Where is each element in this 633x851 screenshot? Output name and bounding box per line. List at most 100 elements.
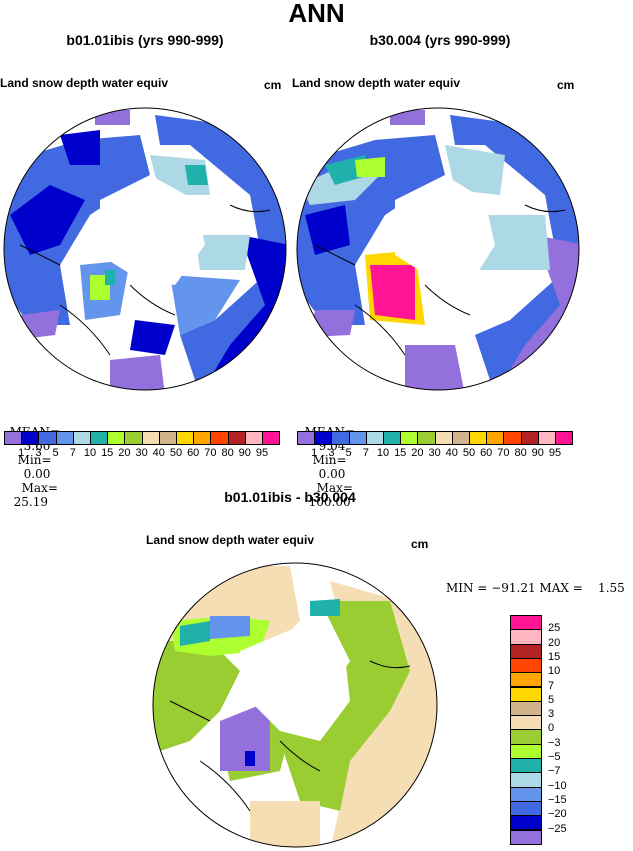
panel1-polar-map	[3, 107, 287, 391]
colorbar-label: 70	[497, 447, 510, 459]
colorbar-swatch	[510, 657, 542, 674]
colorbar-label: −7	[548, 765, 561, 778]
panel2-case-title: b30.004 (yrs 990-999)	[369, 32, 511, 48]
colorbar-swatch	[210, 431, 229, 445]
colorbar-label: 70	[204, 447, 217, 459]
colorbar-label: 5	[52, 447, 59, 459]
colorbar-swatch	[331, 431, 350, 445]
colorbar-swatch	[469, 431, 488, 445]
colorbar-label: 7	[69, 447, 76, 459]
panel2-polar-map	[296, 107, 580, 391]
colorbar-swatch	[244, 431, 263, 445]
colorbar-label: −15	[548, 793, 567, 806]
colorbar-label: 5	[345, 447, 352, 459]
colorbar-swatch	[417, 431, 436, 445]
colorbar-label: −5	[548, 751, 561, 763]
colorbar-swatch	[227, 431, 246, 445]
colorbar-swatch	[262, 431, 281, 445]
diff-polar-map	[152, 562, 438, 848]
panel1-colorbar: 1 3 5 7 10 15 20 30 40 50 60 70 80 90 95	[4, 431, 281, 461]
panel1-case-title: b01.01ibis (yrs 990-999)	[66, 32, 224, 48]
panel1-min-value: 0.00	[23, 467, 51, 481]
colorbar-swatch	[124, 431, 143, 445]
colorbar-label: 5	[548, 693, 555, 706]
colorbar-label: 10	[376, 447, 390, 459]
colorbar-swatch	[434, 431, 453, 445]
colorbar-label: −20	[548, 808, 567, 821]
colorbar-swatch	[510, 700, 542, 717]
colorbar-label: 50	[169, 447, 183, 459]
colorbar-label: 20	[548, 636, 561, 649]
colorbar-swatch	[510, 786, 542, 802]
colorbar-swatch	[141, 431, 160, 445]
panel2-variable-label: Land snow depth water equiv	[292, 76, 461, 90]
colorbar-label: 80	[221, 447, 234, 459]
colorbar-label: 1	[18, 447, 25, 459]
colorbar-swatch	[486, 431, 505, 445]
panel1-max-value: 25.19	[13, 495, 48, 509]
colorbar-swatch	[510, 615, 542, 631]
colorbar-swatch	[510, 743, 542, 759]
colorbar-swatch	[510, 729, 542, 745]
colorbar-label: 15	[101, 447, 114, 459]
colorbar-swatch	[510, 686, 542, 702]
colorbar-label: 7	[548, 679, 555, 692]
panel2-units: cm	[557, 78, 575, 92]
colorbar-label: 50	[462, 447, 476, 459]
colorbar-swatch	[510, 829, 542, 845]
panel1-variable-label: Land snow depth water equiv	[0, 76, 169, 90]
panel1-max-label: Max=	[21, 481, 58, 495]
colorbar-label: 15	[394, 447, 407, 459]
colorbar-swatch	[4, 431, 23, 445]
colorbar-swatch	[158, 431, 177, 445]
colorbar-label: 10	[83, 447, 97, 459]
colorbar-label: 3	[328, 447, 335, 459]
colorbar-swatch	[510, 772, 542, 788]
diff-colorbar: 25 20 15 10 7 5 3 0 −3 −5 −7 −10 −15 −20 −25	[510, 615, 570, 845]
colorbar-swatch	[348, 431, 367, 445]
colorbar-label: 15	[548, 650, 561, 663]
colorbar-swatch	[510, 758, 542, 774]
colorbar-swatch	[520, 431, 539, 445]
colorbar-label: −3	[548, 736, 561, 749]
colorbar-swatch	[503, 431, 522, 445]
colorbar-swatch	[451, 431, 470, 445]
colorbar-label: 1	[311, 447, 318, 459]
colorbar-label: 20	[118, 447, 131, 459]
colorbar-swatch	[510, 643, 542, 659]
panel2-max-label: Max=	[316, 481, 353, 495]
colorbar-swatch	[176, 431, 195, 445]
panel1-min-label: Min=	[17, 453, 52, 467]
diff-variable-label: Land snow depth water equiv	[146, 533, 315, 547]
colorbar-swatch	[193, 431, 212, 445]
diff-title: b01.01ibis - b30.004	[224, 489, 356, 505]
diff-stats: MIN = −91.21 MAX = 1.55	[446, 581, 625, 595]
colorbar-label: 60	[187, 447, 200, 459]
colorbar-swatch	[72, 431, 91, 445]
panel2-min-value: 0.00	[318, 467, 346, 481]
colorbar-label: 30	[135, 447, 148, 459]
colorbar-label: 95	[255, 447, 269, 459]
panel2-max-value: 100.00	[308, 495, 351, 509]
colorbar-swatch	[383, 431, 402, 445]
colorbar-swatch	[107, 431, 126, 445]
colorbar-swatch	[400, 431, 419, 445]
colorbar-label: 20	[411, 447, 424, 459]
colorbar-label: 40	[445, 447, 458, 459]
colorbar-label: 40	[152, 447, 165, 459]
panel2-colorbar: 1 3 5 7 10 15 20 30 40 50 60 70 80 90 95	[297, 431, 574, 461]
panel1-units: cm	[264, 78, 282, 92]
colorbar-label: 7	[362, 447, 369, 459]
colorbar-label: 3	[35, 447, 42, 459]
colorbar-swatch	[510, 629, 542, 645]
colorbar-swatch	[555, 431, 574, 445]
colorbar-label: 90	[531, 447, 544, 459]
colorbar-label: 3	[548, 708, 555, 721]
colorbar-label: 10	[548, 665, 561, 678]
colorbar-swatch	[537, 431, 556, 445]
colorbar-swatch	[510, 800, 542, 817]
colorbar-swatch	[55, 431, 74, 445]
colorbar-swatch	[510, 715, 542, 731]
colorbar-swatch	[365, 431, 384, 445]
colorbar-swatch	[90, 431, 109, 445]
